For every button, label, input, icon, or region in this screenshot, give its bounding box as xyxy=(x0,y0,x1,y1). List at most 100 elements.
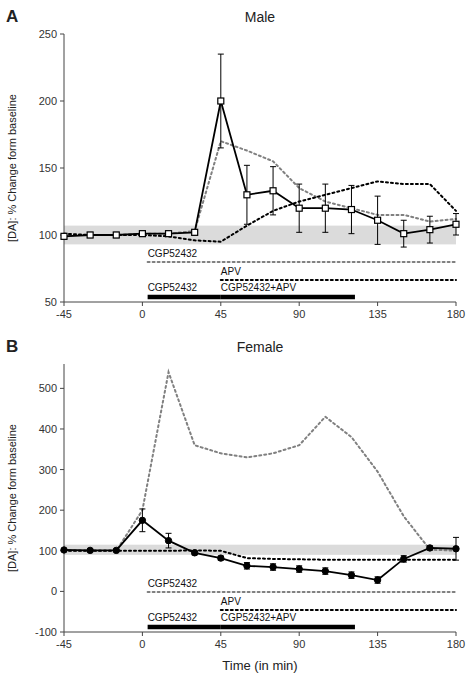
y-tick-label: 200 xyxy=(39,95,57,107)
x-tick xyxy=(142,632,143,636)
error-bar xyxy=(87,232,93,237)
y-tick-label: 250 xyxy=(39,28,57,40)
y-tick xyxy=(60,101,64,102)
x-tick xyxy=(64,302,65,306)
plot-area xyxy=(61,372,459,583)
error-bar xyxy=(322,568,328,574)
legend-line xyxy=(221,279,456,281)
title: Male xyxy=(245,9,276,25)
error-bar xyxy=(296,566,302,572)
marker-circle xyxy=(270,564,276,570)
marker-square xyxy=(375,217,381,223)
x-tick xyxy=(220,632,221,636)
marker-circle xyxy=(87,547,93,553)
y-tick xyxy=(60,302,64,303)
marker-square xyxy=(192,229,198,235)
legend-line xyxy=(221,609,456,611)
error-bar xyxy=(375,577,381,583)
annotation: CGP52432+APV xyxy=(221,612,297,623)
y-tick xyxy=(60,591,64,592)
error-bar xyxy=(139,231,145,236)
marker-circle xyxy=(348,572,354,578)
y-tick xyxy=(60,632,64,633)
marker-circle xyxy=(401,556,407,562)
legend-label: APV xyxy=(221,596,241,607)
marker-square xyxy=(427,227,433,233)
treatment-bar xyxy=(221,295,355,300)
marker-circle xyxy=(427,545,433,551)
marker-circle xyxy=(244,563,250,569)
x-tick-label: 90 xyxy=(293,638,305,650)
marker-square xyxy=(218,98,224,104)
marker-square xyxy=(348,207,354,213)
series-line xyxy=(64,181,456,241)
marker-square xyxy=(401,231,407,237)
error-bar xyxy=(270,167,276,215)
x-tick-label: 45 xyxy=(215,638,227,650)
y-axis-label: [DA]: % Change form baseline xyxy=(6,424,18,572)
marker-square xyxy=(61,233,67,239)
error-bar xyxy=(244,563,250,569)
y-tick xyxy=(60,428,64,429)
x-axis-label: Time (in min) xyxy=(222,658,297,673)
marker-square xyxy=(166,231,172,237)
y-tick-label: 100 xyxy=(39,229,57,241)
marker-circle xyxy=(139,517,145,523)
error-bar xyxy=(348,572,354,578)
treatment-bar xyxy=(221,625,355,630)
marker-square xyxy=(322,205,328,211)
x-tick xyxy=(299,632,300,636)
x-tick-label: 135 xyxy=(368,308,386,320)
y-axis-label: [DA]: % Change form baseline xyxy=(6,94,18,242)
y-tick xyxy=(60,388,64,389)
marker-circle xyxy=(374,577,380,583)
error-bar xyxy=(139,509,145,532)
error-bar xyxy=(453,537,459,560)
panel: AMale50100150200250-4504590135180[DA]: %… xyxy=(6,7,465,320)
marker-square xyxy=(270,188,276,194)
x-tick-label: 90 xyxy=(293,308,305,320)
marker-square xyxy=(113,232,119,238)
reference-band xyxy=(64,545,456,555)
x-tick-label: -45 xyxy=(56,638,72,650)
x-tick xyxy=(220,302,221,306)
annotation: CGP52432 xyxy=(148,612,198,623)
marker-circle xyxy=(218,555,224,561)
x-tick-label: 0 xyxy=(139,308,145,320)
y-tick-label: 100 xyxy=(39,545,57,557)
y-tick-label: 150 xyxy=(39,162,57,174)
y-tick-label: -100 xyxy=(35,626,57,638)
series-line xyxy=(64,550,456,559)
error-bar xyxy=(166,231,172,236)
error-bar xyxy=(453,214,459,235)
legend-label: APV xyxy=(221,266,241,277)
y-tick-label: 50 xyxy=(45,296,57,308)
error-bar xyxy=(322,184,328,232)
error-bar xyxy=(375,196,381,244)
legend-line xyxy=(148,591,456,593)
y-tick xyxy=(60,510,64,511)
error-bar xyxy=(270,564,276,570)
error-bar xyxy=(296,184,302,232)
panel-label: B xyxy=(6,337,18,356)
y-tick xyxy=(60,34,64,35)
marker-square xyxy=(453,221,459,227)
x-axis-line xyxy=(64,302,456,303)
x-tick xyxy=(142,302,143,306)
error-bar xyxy=(192,230,198,235)
treatment-bar xyxy=(148,625,221,630)
error-bar xyxy=(61,234,67,239)
legend-line xyxy=(148,261,456,263)
marker-circle xyxy=(165,537,171,543)
x-tick xyxy=(377,302,378,306)
x-tick-label: -45 xyxy=(56,308,72,320)
error-bar xyxy=(166,533,172,548)
error-bar xyxy=(218,54,224,148)
x-tick-label: 180 xyxy=(447,638,465,650)
x-tick-label: 0 xyxy=(139,638,145,650)
plot-area xyxy=(61,54,459,247)
x-tick xyxy=(377,632,378,636)
marker-square xyxy=(87,232,93,238)
marker-square xyxy=(139,231,145,237)
x-tick xyxy=(299,302,300,306)
